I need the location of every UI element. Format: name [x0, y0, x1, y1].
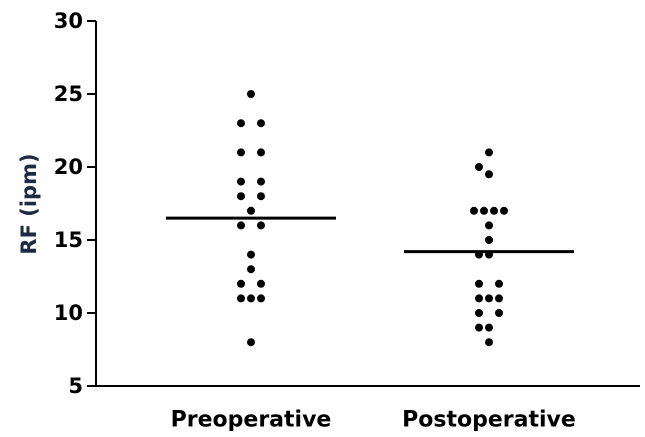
data-point	[237, 279, 245, 288]
data-point	[470, 206, 478, 215]
data-point	[257, 294, 265, 303]
data-point	[257, 221, 265, 230]
y-tick-label: 30	[54, 9, 83, 33]
data-point	[485, 221, 493, 230]
data-point	[247, 294, 255, 303]
y-tick-label: 20	[54, 155, 83, 179]
data-point	[480, 206, 488, 215]
y-tick-label: 15	[54, 228, 83, 252]
data-point	[247, 90, 255, 98]
data-point	[237, 177, 245, 186]
data-point	[485, 236, 493, 244]
data-point	[485, 338, 493, 347]
data-point	[257, 177, 265, 186]
data-point	[237, 148, 245, 157]
y-tick-label: 25	[54, 82, 83, 106]
data-point	[485, 170, 493, 179]
data-point	[257, 192, 265, 201]
data-point	[495, 309, 503, 317]
data-point	[475, 163, 483, 171]
data-point	[257, 119, 265, 128]
x-category-label: Postoperative	[402, 408, 576, 433]
data-point	[237, 192, 245, 201]
data-point	[490, 206, 498, 215]
x-category-label: Preoperative	[171, 408, 332, 433]
data-point	[495, 279, 503, 288]
data-point	[495, 294, 503, 303]
data-point	[485, 294, 493, 303]
data-point	[475, 309, 483, 317]
y-tick-label: 5	[68, 374, 83, 398]
data-point	[237, 294, 245, 303]
data-point	[485, 148, 493, 157]
data-point	[475, 294, 483, 303]
data-points	[237, 90, 508, 347]
data-point	[257, 148, 265, 157]
data-point	[500, 206, 508, 215]
y-tick-label: 10	[54, 301, 83, 325]
data-point	[237, 221, 245, 230]
data-point	[247, 265, 255, 274]
data-point	[475, 323, 483, 332]
data-point	[237, 119, 245, 128]
axes: 5 10 15 20 25 30 Preoperative Postoperative	[54, 9, 640, 433]
median-lines	[166, 216, 574, 254]
data-point	[247, 338, 255, 347]
data-point	[247, 250, 255, 259]
data-point	[257, 279, 265, 288]
y-axis-title: RF (ipm)	[17, 153, 41, 254]
data-point	[247, 206, 255, 215]
data-point	[475, 279, 483, 288]
data-point	[485, 323, 493, 332]
